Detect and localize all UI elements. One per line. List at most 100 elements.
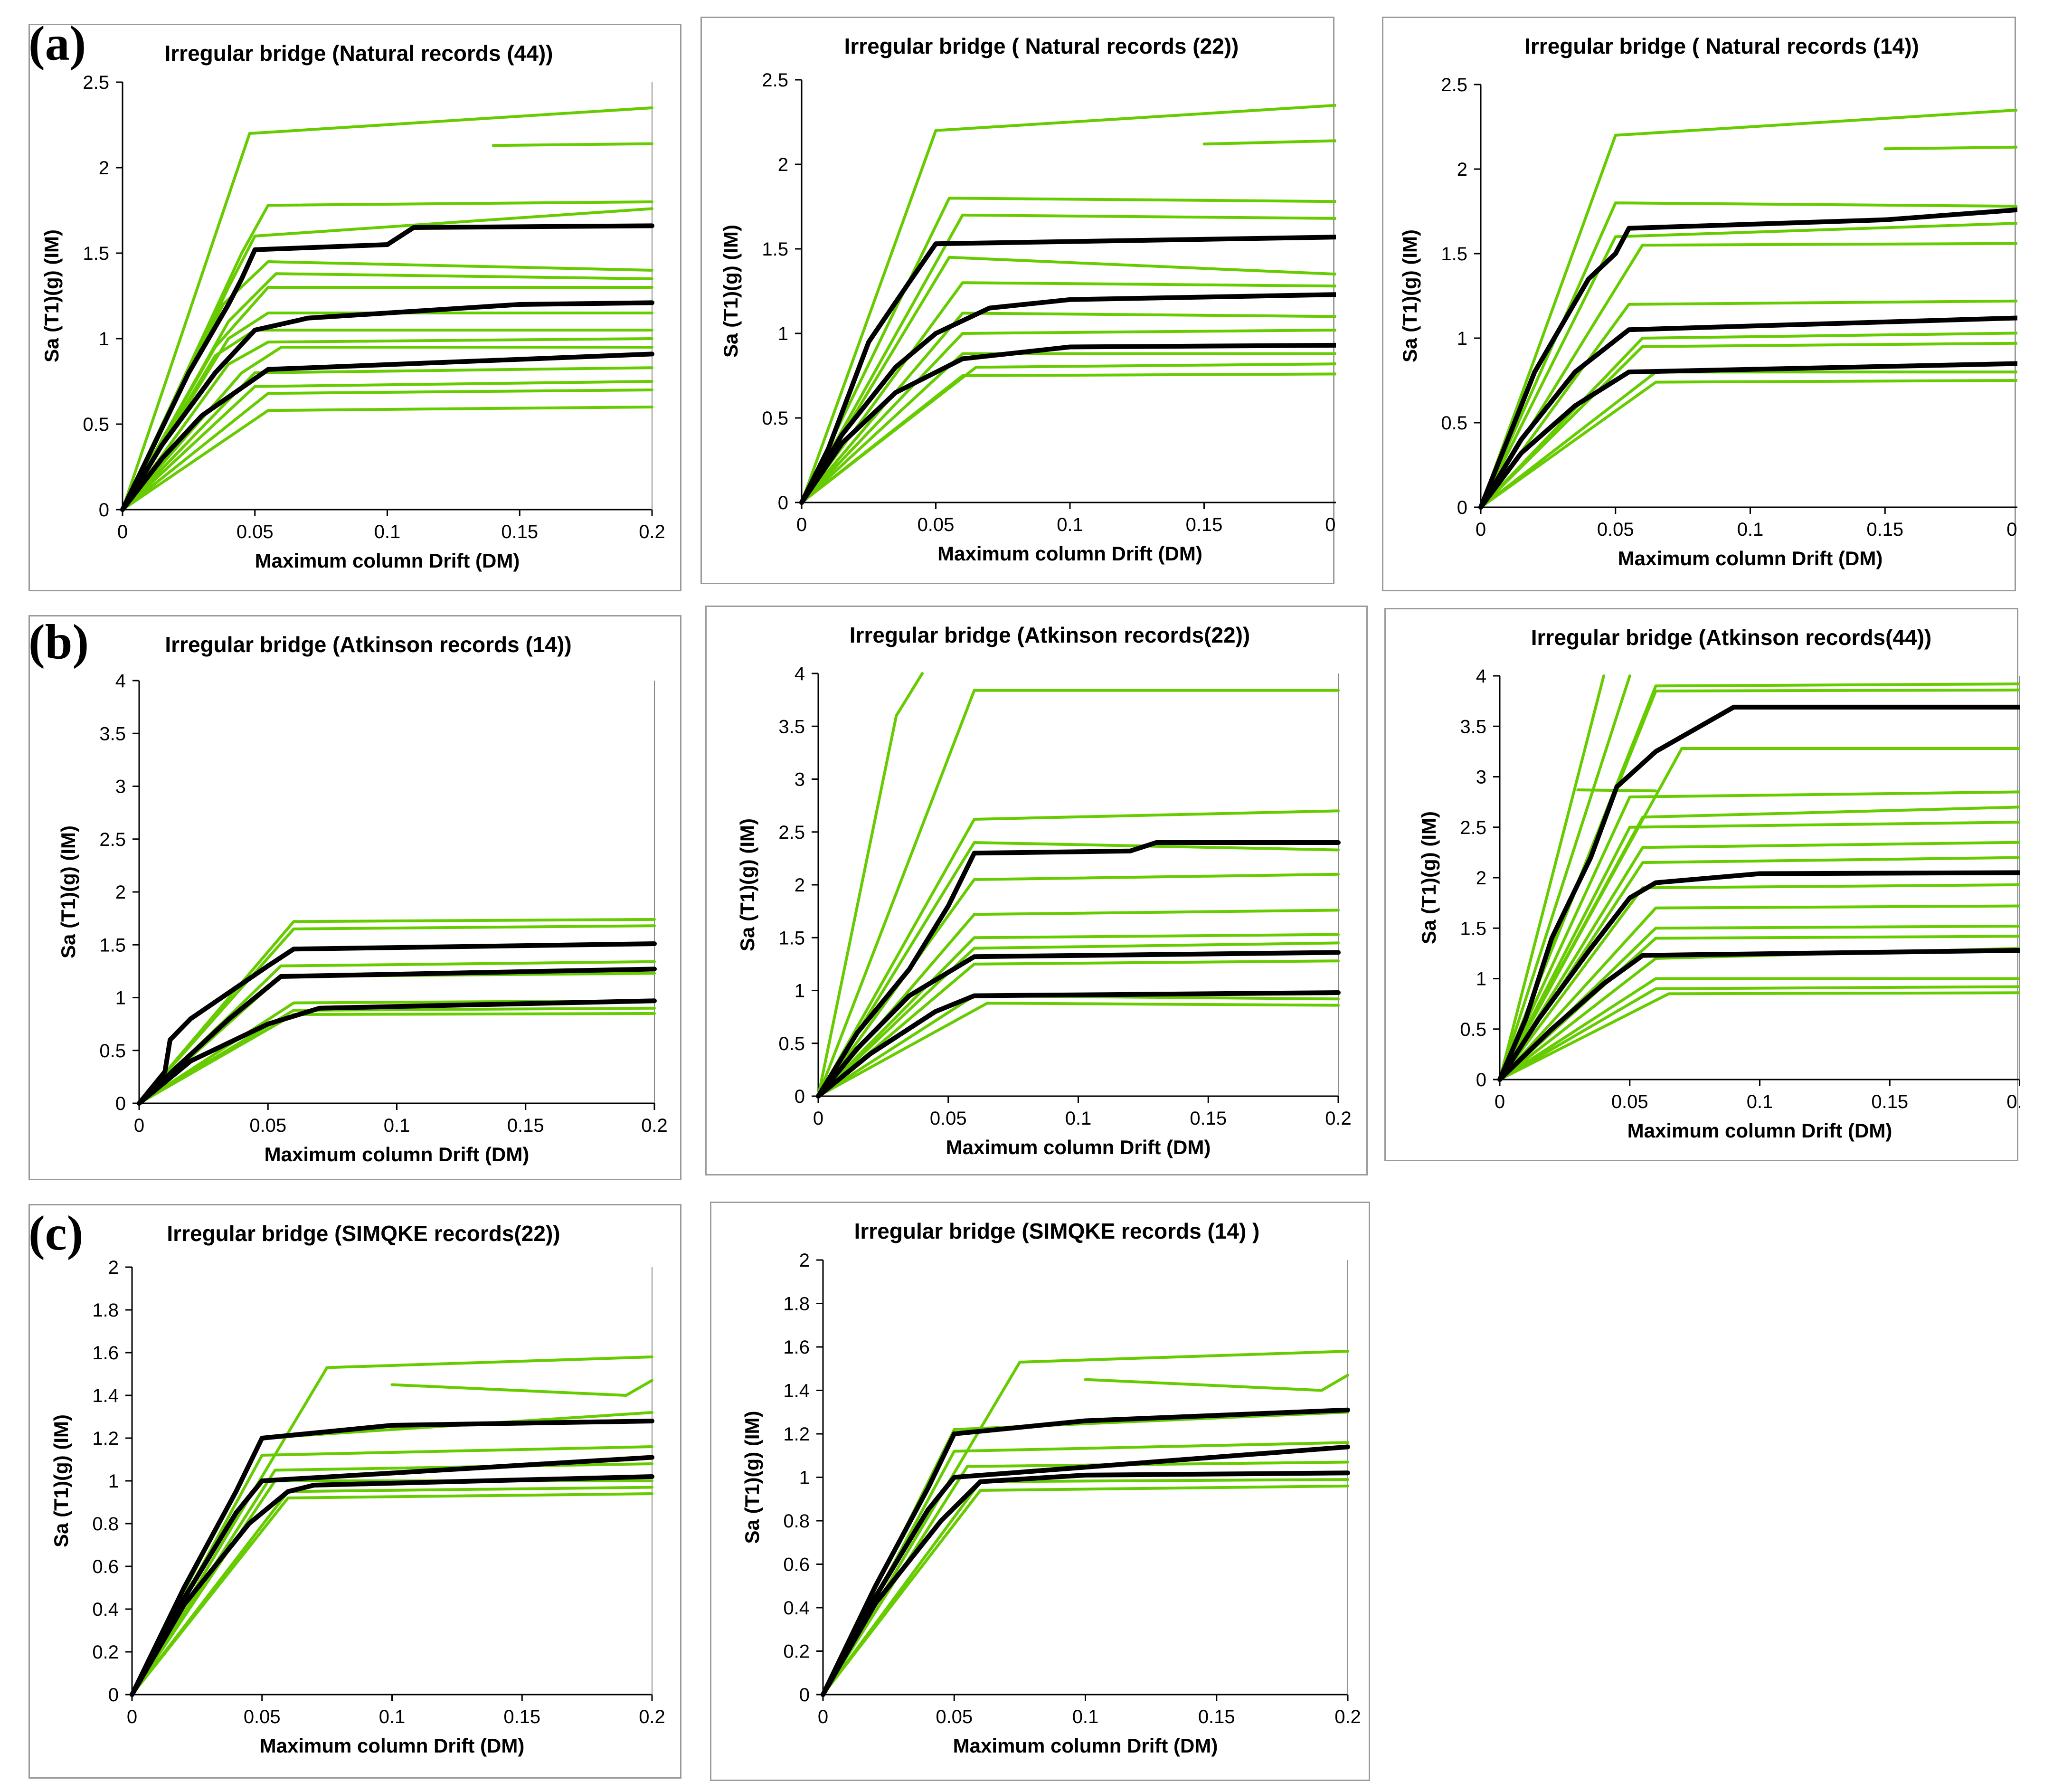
record-curve: [817, 809, 1340, 1098]
chart-svg-b3: Irregular bridge (Atkinson records(44)) 0…: [1418, 625, 2020, 1142]
y-tick-label: 3: [115, 777, 126, 797]
x-tick-label: 0: [813, 1108, 823, 1129]
record-curve: [1479, 332, 2017, 509]
y-axis-label: Sa (T1)(g) (IM): [57, 825, 79, 958]
x-tick-label: 0.2: [641, 1115, 668, 1136]
chart-title: Irregular bridge (Natural records (44)): [165, 41, 553, 66]
y-tick-label: 3.5: [778, 716, 805, 737]
record-curve: [1883, 145, 2017, 151]
record-curve: [800, 197, 1336, 504]
x-tick-label: 0: [796, 514, 807, 535]
y-tick-label: 1.4: [783, 1381, 810, 1402]
chart-panel-b3: Irregular bridge (Atkinson records(44)) 0…: [1384, 608, 2020, 1161]
record-curve: [817, 941, 1340, 1098]
y-tick-label: 2.5: [1460, 817, 1486, 838]
mean-curve: [120, 300, 654, 512]
record-curve: [1498, 790, 2020, 1081]
chart-title: Irregular bridge ( Natural records (22)): [844, 34, 1239, 58]
x-tick-label: 0.15: [501, 521, 538, 542]
y-tick-label: 0.4: [92, 1599, 119, 1620]
y-tick-label: 2: [108, 1257, 119, 1278]
mean-curve: [120, 351, 654, 512]
x-tick-label: 0.15: [507, 1115, 544, 1136]
y-tick-label: 2: [1457, 159, 1467, 180]
chart-panel-a2: Irregular bridge ( Natural records (22))…: [700, 17, 1336, 584]
record-curve: [121, 286, 653, 511]
mean-curve: [1497, 870, 2020, 1082]
x-tick-label: 0.05: [1611, 1091, 1648, 1112]
x-axis-label: Maximum column Drift (DM): [1618, 547, 1883, 569]
record-curve: [121, 106, 653, 511]
mean-curve: [137, 941, 657, 1106]
x-tick-label: 0.15: [503, 1706, 540, 1727]
record-curve: [817, 872, 1340, 1098]
y-tick-label: 0.2: [92, 1642, 119, 1663]
record-curve: [121, 389, 653, 511]
x-tick-label: 0: [134, 1115, 144, 1136]
y-axis-label: Sa (T1)(g) (IM): [50, 1414, 72, 1547]
y-tick-label: 1.5: [778, 928, 805, 948]
y-tick-label: 1.8: [783, 1294, 810, 1315]
y-axis-label: Sa (T1)(g) (IM): [1399, 229, 1421, 362]
x-tick-label: 0.1: [1072, 1706, 1099, 1727]
chart-title: Irregular bridge (Atkinson records(22)): [850, 623, 1250, 647]
record-curve: [1479, 341, 2017, 509]
mean-curve: [799, 342, 1336, 505]
y-tick-label: 2: [1476, 868, 1486, 889]
y-axis-label: Sa (T1)(g) (IM): [741, 1411, 763, 1544]
record-curve: [131, 1486, 653, 1696]
record-curve: [1479, 379, 2017, 509]
x-tick-label: 0.2: [1325, 1108, 1352, 1129]
chart-panel-a1: Irregular bridge (Natural records (44)) 0…: [28, 24, 681, 591]
y-tick-label: 0.6: [783, 1554, 810, 1575]
chart-panel-a3: Irregular bridge ( Natural records (14))…: [1382, 17, 2017, 591]
y-tick-label: 1: [1476, 969, 1486, 990]
record-curve: [1498, 883, 2020, 1081]
x-tick-label: 0.15: [1186, 514, 1223, 535]
y-tick-label: 0: [108, 1685, 119, 1706]
y-tick-label: 1.6: [783, 1337, 810, 1358]
y-tick-label: 1.5: [1441, 244, 1467, 265]
x-tick-label: 0.05: [244, 1706, 281, 1727]
mean-curve: [1478, 207, 2017, 510]
x-tick-label: 0.2: [2006, 1091, 2020, 1112]
y-tick-label: 3.5: [1460, 716, 1486, 737]
y-tick-label: 2: [795, 875, 805, 896]
record-curve: [822, 1460, 1349, 1696]
y-tick-label: 0: [1457, 497, 1467, 518]
record-curve: [800, 312, 1336, 504]
record-curve: [138, 924, 656, 1105]
record-curve: [121, 380, 653, 511]
mean-curve: [1497, 704, 2020, 1082]
mean-curve: [821, 1470, 1350, 1697]
y-tick-label: 2: [99, 158, 109, 179]
panel-label-b: (b): [28, 615, 89, 669]
y-tick-label: 2.5: [762, 70, 788, 91]
y-tick-label: 2.5: [778, 822, 805, 843]
record-curve: [822, 1478, 1349, 1696]
x-tick-label: 0.15: [1190, 1108, 1227, 1129]
x-tick-label: 0.15: [1198, 1706, 1235, 1727]
record-curve: [1498, 991, 2020, 1081]
y-tick-label: 1.2: [783, 1424, 810, 1445]
x-tick-label: 0.05: [918, 514, 955, 535]
record-curve: [822, 1350, 1349, 1696]
x-axis-label: Maximum column Drift (DM): [937, 542, 1202, 565]
record-curve: [1479, 108, 2017, 509]
x-tick-label: 0.1: [1747, 1091, 1773, 1112]
y-tick-label: 1.8: [92, 1300, 119, 1321]
chart-panel-c2: Irregular bridge (SIMQKE records (14) ) 0…: [710, 1202, 1370, 1781]
y-axis-label: Sa (T1)(g) (IM): [1418, 811, 1440, 944]
record-curve: [800, 352, 1336, 504]
x-tick-label: 0.1: [1737, 519, 1764, 540]
record-curve: [800, 328, 1336, 504]
chart-svg-c2: Irregular bridge (SIMQKE records (14) ) 0…: [741, 1219, 1361, 1757]
record-curve: [1479, 222, 2017, 509]
mean-curve: [799, 235, 1336, 505]
record-curve: [1084, 1374, 1349, 1392]
x-tick-label: 0.05: [249, 1115, 286, 1136]
y-tick-label: 2.5: [1441, 75, 1467, 95]
x-tick-label: 0.2: [1334, 1706, 1361, 1727]
chart-svg-a1: Irregular bridge (Natural records (44)) 0…: [40, 41, 665, 572]
record-curve: [138, 972, 656, 1105]
